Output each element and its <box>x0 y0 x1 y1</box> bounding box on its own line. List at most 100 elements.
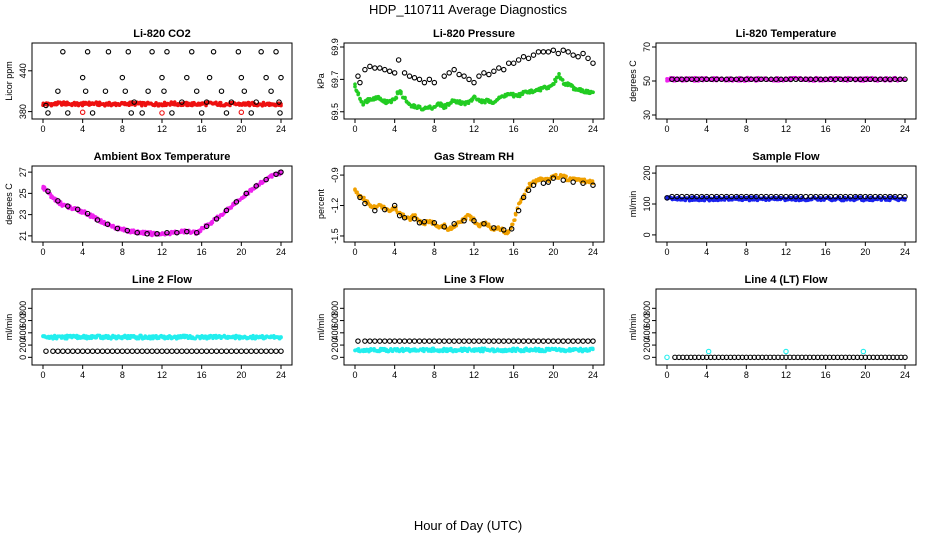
data-point <box>674 193 680 200</box>
data-point <box>580 180 586 186</box>
data-point <box>134 348 140 354</box>
x-tick-label: 4 <box>392 247 397 257</box>
y-axis-label: ml/min <box>4 314 14 341</box>
data-point <box>60 49 66 55</box>
x-tick-label: 12 <box>157 247 167 257</box>
data-point <box>708 193 715 200</box>
data-point <box>540 338 547 344</box>
y-tick-label: 21 <box>18 231 28 241</box>
data-point <box>412 103 417 108</box>
data-point <box>213 216 220 222</box>
y-axis-label: percent <box>316 188 326 219</box>
data-point <box>461 73 467 79</box>
data-point <box>273 348 279 354</box>
data-point <box>125 49 132 55</box>
data-point <box>857 76 864 83</box>
data-point <box>391 70 398 76</box>
data-point <box>278 74 284 81</box>
x-tick-label: 4 <box>80 247 85 257</box>
data-point <box>456 338 462 344</box>
data-point <box>522 349 526 354</box>
data-point <box>535 338 542 344</box>
data-point <box>887 76 893 83</box>
x-tick-label: 24 <box>588 247 598 257</box>
data-point <box>513 218 517 222</box>
data-point <box>441 224 447 230</box>
data-point <box>446 338 452 344</box>
data-point <box>189 49 195 55</box>
data-point <box>356 92 360 97</box>
data-point <box>248 348 255 354</box>
data-point <box>436 338 443 344</box>
data-point <box>164 49 170 55</box>
data-point <box>43 348 49 354</box>
x-tick-label: 12 <box>469 370 479 380</box>
data-point <box>867 76 874 83</box>
data-point <box>355 338 361 344</box>
data-point <box>441 73 447 79</box>
plot-title: Line 2 Flow <box>132 274 192 286</box>
data-point <box>172 100 177 104</box>
data-point <box>738 193 745 200</box>
data-point <box>564 174 568 179</box>
data-point <box>491 68 497 75</box>
plot-title: Line 3 Flow <box>444 274 504 286</box>
data-point <box>550 338 557 344</box>
data-point <box>520 53 527 60</box>
data-point <box>253 99 259 105</box>
x-tick-label: 16 <box>509 247 519 257</box>
data-point <box>882 193 888 200</box>
data-point <box>496 65 502 71</box>
y-axis-label: Licor ppm <box>4 61 14 101</box>
data-point <box>79 74 86 81</box>
data-point <box>862 193 869 200</box>
data-point <box>505 60 512 66</box>
data-point <box>689 193 695 200</box>
data-point <box>555 338 562 344</box>
data-point <box>902 76 908 83</box>
data-point <box>395 57 402 63</box>
data-point <box>669 76 675 83</box>
data-point <box>386 338 393 344</box>
x-tick-label: 4 <box>392 124 397 134</box>
data-point <box>159 348 165 354</box>
data-point <box>723 76 730 83</box>
x-tick-label: 12 <box>781 124 791 134</box>
data-point <box>538 88 543 93</box>
data-point <box>184 74 190 81</box>
data-point <box>832 193 839 200</box>
data-point <box>505 338 512 344</box>
data-point <box>575 53 581 60</box>
data-point <box>713 76 720 83</box>
data-point <box>461 217 467 224</box>
data-point <box>131 99 137 105</box>
data-point <box>238 74 245 81</box>
data-point <box>768 193 774 200</box>
plot-title: Ambient Box Temperature <box>94 151 231 163</box>
y-tick-label: 600 <box>642 313 652 328</box>
data-point <box>473 95 477 99</box>
data-point <box>94 217 101 223</box>
data-point <box>243 190 250 197</box>
data-point <box>664 195 670 201</box>
data-point <box>748 193 755 200</box>
x-tick-label: 20 <box>548 124 558 134</box>
data-point <box>540 49 547 55</box>
data-point <box>210 219 214 224</box>
x-tick-label: 8 <box>432 370 437 380</box>
plot-frame <box>343 288 605 366</box>
data-point <box>753 193 759 200</box>
x-tick-label: 20 <box>860 124 870 134</box>
y-axis-label: degrees C <box>628 60 638 102</box>
data-point <box>693 76 700 83</box>
y-tick-label: 0 <box>330 355 340 360</box>
data-point <box>669 193 675 200</box>
data-point <box>708 76 715 83</box>
y-tick-label: 50 <box>642 76 652 86</box>
data-point <box>241 88 248 94</box>
x-tick-label: 12 <box>157 124 167 134</box>
x-tick-label: 0 <box>352 247 357 257</box>
data-point <box>758 76 764 83</box>
data-point <box>89 110 96 116</box>
data-point <box>140 103 144 108</box>
